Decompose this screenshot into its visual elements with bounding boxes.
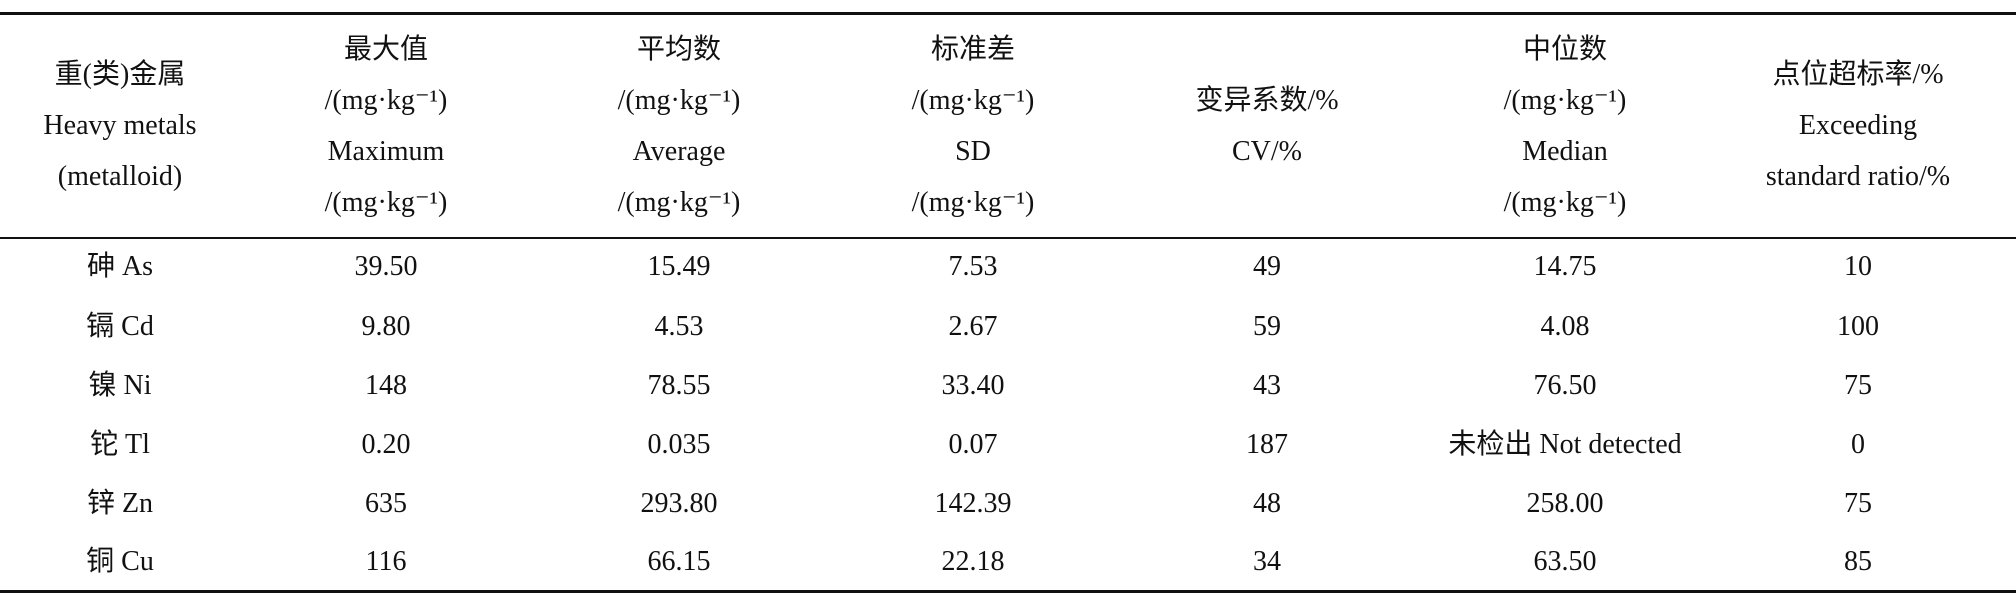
cell: 15.49 <box>647 251 711 282</box>
cell: 293.80 <box>640 488 718 519</box>
header-text: /(mg·kg⁻¹) <box>324 186 448 218</box>
header-text: standard ratio/% <box>1765 161 1951 192</box>
cell: 未检出 Not detected <box>1448 429 1682 460</box>
header-text: (metalloid) <box>57 161 183 192</box>
cell: 49 <box>1253 251 1281 282</box>
cell: 4.53 <box>654 311 704 342</box>
cell: 75 <box>1844 488 1872 519</box>
header-text: Average <box>632 135 726 167</box>
cell: 635 <box>365 488 407 519</box>
cell: 39.50 <box>354 251 418 282</box>
cell: 43 <box>1253 370 1281 401</box>
cell: 258.00 <box>1526 488 1604 519</box>
header-text: 标准差 <box>930 33 1016 65</box>
cell: 10 <box>1844 251 1872 282</box>
header-text: Exceeding <box>1798 110 1918 141</box>
cell: 0.20 <box>361 429 411 460</box>
cell: 4.08 <box>1540 311 1590 342</box>
cell: 0 <box>1851 429 1865 460</box>
header-text: 重(类)金属 <box>54 59 186 90</box>
cell: 0.035 <box>647 429 711 460</box>
cell: 22.18 <box>941 546 1005 577</box>
cell: 14.75 <box>1533 251 1597 282</box>
header-text: Heavy metals <box>43 110 197 141</box>
cell: 34 <box>1253 546 1281 577</box>
cell: 33.40 <box>941 370 1005 401</box>
header-text: Median <box>1522 135 1608 167</box>
cell: 85 <box>1844 546 1872 577</box>
cell: 锌 Zn <box>86 488 154 519</box>
top-rule <box>0 12 2016 15</box>
cell: 9.80 <box>361 311 411 342</box>
header-text: 中位数 <box>1522 33 1608 65</box>
header-text: /(mg·kg⁻¹) <box>1503 84 1627 116</box>
cell: 砷 As <box>86 251 154 282</box>
bottom-rule <box>0 590 2016 593</box>
header-text: Maximum <box>327 135 445 167</box>
header-text: /(mg·kg⁻¹) <box>617 84 741 116</box>
cell: 48 <box>1253 488 1281 519</box>
cell: 78.55 <box>647 370 711 401</box>
cell: 76.50 <box>1533 370 1597 401</box>
header-text: 点位超标率/% <box>1772 59 1944 90</box>
header-text: /(mg·kg⁻¹) <box>911 84 1035 116</box>
header-rule <box>0 237 2016 239</box>
cell: 75 <box>1844 370 1872 401</box>
cell: 镉 Cd <box>86 311 154 342</box>
cell: 66.15 <box>647 546 711 577</box>
cell: 2.67 <box>948 311 998 342</box>
cell: 116 <box>365 546 407 577</box>
header-text: /(mg·kg⁻¹) <box>1503 186 1627 218</box>
cell: 187 <box>1246 429 1288 460</box>
header-text: CV/% <box>1232 135 1302 167</box>
header-text: /(mg·kg⁻¹) <box>324 84 448 116</box>
cell: 7.53 <box>948 251 998 282</box>
cell: 100 <box>1837 311 1879 342</box>
cell: 铜 Cu <box>86 546 154 577</box>
cell: 0.07 <box>948 429 998 460</box>
cell: 148 <box>365 370 407 401</box>
header-text: /(mg·kg⁻¹) <box>911 186 1035 218</box>
cell: 142.39 <box>934 488 1012 519</box>
cell: 铊 Tl <box>90 429 150 460</box>
cell: 63.50 <box>1533 546 1597 577</box>
header-text: 平均数 <box>636 33 722 65</box>
header-text: SD <box>955 135 991 167</box>
header-text: /(mg·kg⁻¹) <box>617 186 741 218</box>
header-text: 变异系数/% <box>1195 84 1339 116</box>
cell: 59 <box>1253 311 1281 342</box>
header-text: 最大值 <box>343 33 429 65</box>
cell: 镍 Ni <box>88 370 152 401</box>
